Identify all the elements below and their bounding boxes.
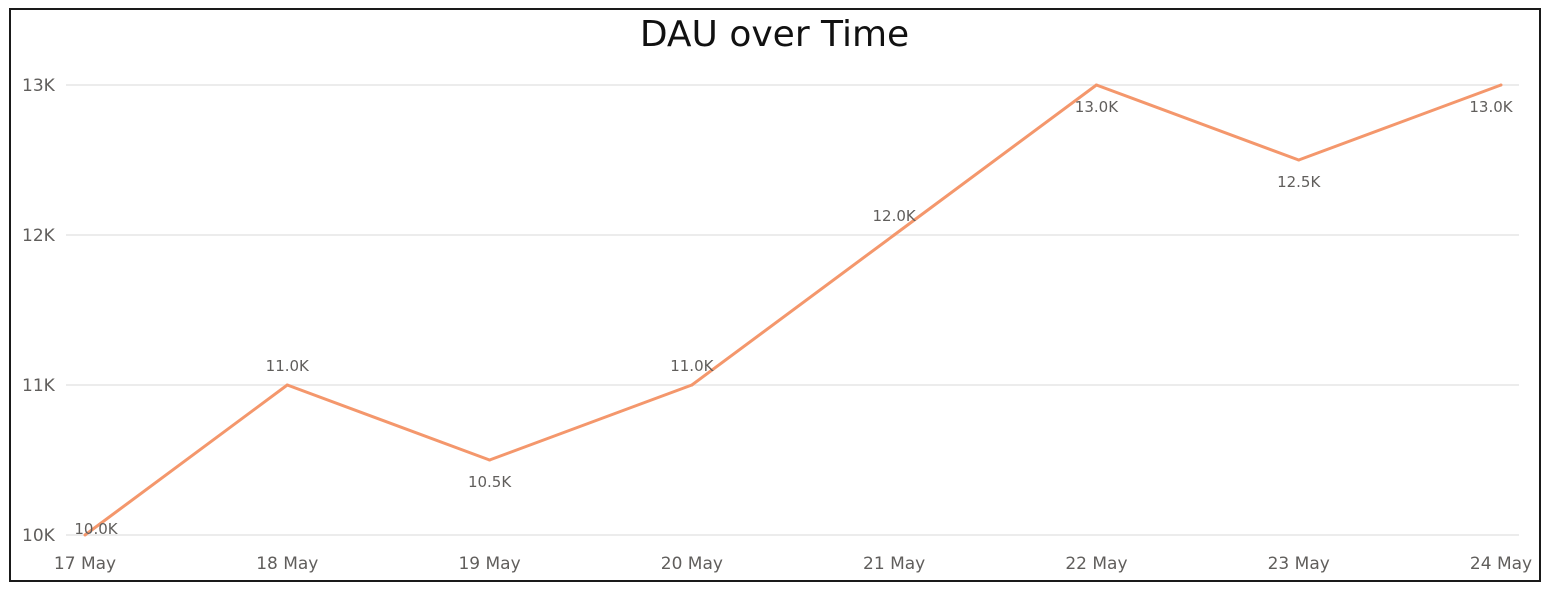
y-tick-label: 11K [22, 376, 56, 396]
data-point [1094, 83, 1098, 87]
x-tick-label: 21 May [863, 554, 925, 574]
x-tick-label: 18 May [256, 554, 318, 574]
data-label: 11.0K [670, 357, 714, 375]
data-point [690, 383, 694, 387]
x-tick-label: 19 May [458, 554, 520, 574]
x-tick-label: 22 May [1065, 554, 1127, 574]
x-tick-label: 24 May [1470, 554, 1532, 574]
data-label: 13.0K [1075, 98, 1119, 116]
data-point [285, 383, 289, 387]
data-label: 12.0K [873, 207, 917, 225]
data-label: 11.0K [266, 357, 310, 375]
data-label: 12.5K [1277, 173, 1321, 191]
y-axis-ticks: 10K 11K 12K 13K [22, 76, 56, 546]
x-axis-ticks: 17 May 18 May 19 May 20 May 21 May 22 May 23 M… [54, 554, 1532, 574]
y-tick-label: 13K [22, 76, 56, 96]
y-tick-label: 10K [22, 526, 56, 546]
series-line [84, 83, 1502, 537]
data-labels: 10.0K 11.0K 10.5K 11.0K 12.0K 13.0K 12.5K 13.0K [74, 98, 1513, 538]
gridlines [66, 84, 1519, 536]
x-tick-label: 23 May [1268, 554, 1330, 574]
data-label: 10.0K [74, 520, 118, 538]
data-label: 10.5K [468, 473, 512, 491]
data-point [1499, 83, 1503, 87]
y-tick-label: 12K [22, 226, 56, 246]
series-group [83, 83, 1503, 537]
data-point [892, 233, 896, 237]
chart-title: DAU over Time [639, 14, 910, 55]
chart-frame [9, 8, 1541, 582]
data-point [83, 533, 87, 537]
data-point [488, 458, 492, 462]
x-tick-label: 20 May [661, 554, 723, 574]
data-point [1297, 158, 1301, 162]
data-label: 13.0K [1469, 98, 1513, 116]
x-tick-label: 17 May [54, 554, 116, 574]
